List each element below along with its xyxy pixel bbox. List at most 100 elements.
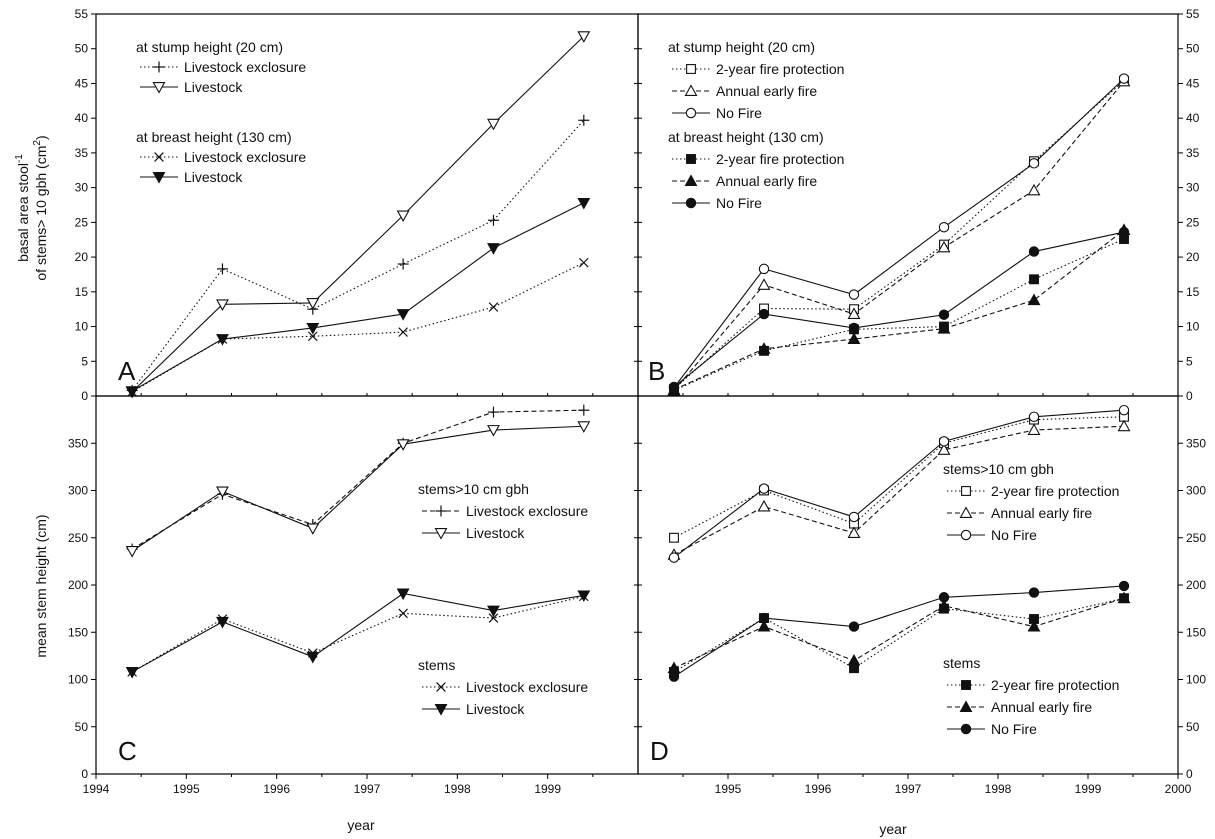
panel-d-series-5-point (1028, 587, 1040, 598)
panel-c-series-3-point (216, 616, 229, 629)
panel-d-legend-marker (959, 506, 973, 518)
panel-b-legend-label: No Fire (716, 195, 762, 211)
panel-d-series-1-point (937, 443, 951, 455)
panel-b-series-4-line (673, 229, 1125, 391)
panel-b-letter: B (648, 356, 665, 386)
panel-d-series-1-point (757, 499, 771, 512)
y-label-top: basal area stool-1 (14, 154, 31, 262)
panel-d-legend-marker (961, 680, 971, 690)
panel-d-series-5-point (848, 621, 860, 632)
panel-c-series-1-line (131, 425, 584, 552)
panel-b-y-tick-label: 20 (1186, 250, 1200, 264)
panel-c-series-3-point (577, 590, 591, 603)
panel-b-legend-marker (684, 174, 698, 186)
panel-b-legend-marker (685, 197, 697, 209)
panel-b-series-5-point (758, 308, 770, 320)
panel-a-series-3-point (306, 322, 320, 335)
panel-c-series-1-point (125, 546, 139, 558)
panel-a-series-3-point (577, 197, 591, 210)
panel-d-legend-label: No Fire (991, 721, 1037, 737)
panel-a-series-1-point (216, 299, 229, 311)
panel-b-legend-label: 2-year fire protection (716, 61, 844, 77)
panel-d-series-4-point (937, 599, 951, 611)
panel-c-x-tick-label: 1994 (83, 782, 110, 796)
panel-c-y-tick-label: 350 (68, 436, 88, 450)
panel-d-series-0-line (673, 416, 1125, 539)
panel-a-letter: A (118, 356, 136, 386)
panel-b-series-1-point (937, 240, 951, 253)
panel-d-y-tick-label: 100 (1186, 673, 1206, 687)
panel-a-y-tick-label: 55 (75, 7, 89, 21)
panel-d-series-1-point (1117, 419, 1131, 432)
panel-d-series-2-point (1028, 411, 1040, 423)
panel-d-x-tick-label: 2000 (1165, 782, 1192, 796)
panel-b-y-tick-label: 40 (1186, 111, 1200, 125)
panel-a-y-tick-label: 10 (75, 320, 89, 334)
panel-b-legend-label: Annual early fire (716, 173, 817, 189)
panel-b-y-tick-label: 35 (1186, 146, 1200, 160)
panel-c-series-1-point (577, 421, 591, 433)
panel-c-legend-marker (436, 682, 446, 692)
panel-a-series-3-point (396, 309, 410, 321)
panel-d-series-4-point (847, 653, 861, 666)
panel-d-x-tick-label: 1998 (985, 782, 1012, 796)
panel-c-legend-label: Livestock exclosure (466, 679, 588, 695)
panel-a-legend-1: at breast height (130 cm) Livestock exclo… (136, 129, 306, 185)
panel-d-series-4-point (1117, 591, 1131, 604)
panel-a-y-tick-label: 30 (75, 181, 89, 195)
panel-d-y-tick-label: 250 (1186, 531, 1206, 545)
panel-a-series-3-point (216, 334, 229, 346)
panel-a-series-3-point (125, 386, 139, 398)
panel-a-series-1-point (396, 210, 410, 223)
panel-c-legend-heading: stems>10 cm gbh (418, 481, 529, 497)
panel-b-y-tick-label: 15 (1186, 285, 1200, 299)
panel-b-series-1-line (673, 81, 1125, 391)
y-label-bottom: mean stem height (cm) (33, 514, 49, 657)
panel-a-series-2-point (578, 257, 589, 268)
panel-b-series-3-point (1029, 274, 1039, 285)
panel-c-series-2-point (488, 613, 499, 623)
panel-d-legend-label: No Fire (991, 527, 1037, 543)
panel-d-series-5-point (1118, 580, 1130, 592)
panel-d-x-tick-label: 1997 (895, 782, 922, 796)
x-label-left: year (347, 817, 375, 833)
panel-d-legend-label: Annual early fire (991, 505, 1092, 521)
panel-d-y-tick-label: 350 (1186, 436, 1206, 450)
panel-a-legend-marker (152, 172, 166, 184)
panel-b-series-2-point (758, 263, 770, 275)
panel-a-legend-label: Livestock exclosure (184, 149, 306, 165)
panel-b-series-2-line (673, 78, 1125, 388)
panel-a-series-3-point (487, 243, 500, 255)
panel-b-series-1-point (1027, 183, 1041, 196)
panel-c-y-tick-label: 200 (68, 578, 88, 592)
panel-c-x-tick-label: 1999 (534, 782, 561, 796)
panel-b-series-4-point (937, 321, 951, 334)
panel-c-series-1-point (487, 425, 500, 437)
panel-d-legend-heading: stems>10 cm gbh (943, 461, 1054, 477)
panel-a-legend-heading: at breast height (130 cm) (136, 129, 292, 145)
panel-c-y-tick-label: 50 (75, 720, 89, 734)
panel-d-series-0-point (669, 532, 679, 543)
panel-c-series-3-point (487, 605, 500, 618)
panel-b-legend-marker (686, 64, 696, 74)
panel-c-y-tick-label: 0 (81, 767, 88, 781)
panel-c-x-tick-label: 1998 (444, 782, 471, 796)
panel-b-series-5 (668, 226, 1130, 393)
panel-d-x-tick-label: 1996 (805, 782, 832, 796)
panel-c-x-tick-label: 1996 (263, 782, 290, 796)
panel-b-series-2-point (848, 289, 860, 300)
panel-b-series-2-point (1028, 158, 1040, 169)
x-label-right: year (879, 821, 907, 837)
panel-d-legend-marker (960, 723, 972, 735)
panel-a-series-1-point (306, 297, 320, 310)
panel-a-legend-label: Livestock (184, 169, 243, 185)
panel-d-y-tick-label: 50 (1186, 720, 1200, 734)
panel-c-legend-1: stems Livestock exclosure Livestock (418, 657, 588, 717)
panel-b-series-5-point (1028, 246, 1040, 257)
panel-a-y-tick-label: 20 (75, 250, 89, 264)
panel-a-y-tick-label: 15 (75, 285, 89, 299)
panel-a-series-0-line (131, 119, 585, 391)
panel-b-legend-label: Annual early fire (716, 83, 817, 99)
panel-c-y-tick-label: 150 (68, 625, 88, 639)
